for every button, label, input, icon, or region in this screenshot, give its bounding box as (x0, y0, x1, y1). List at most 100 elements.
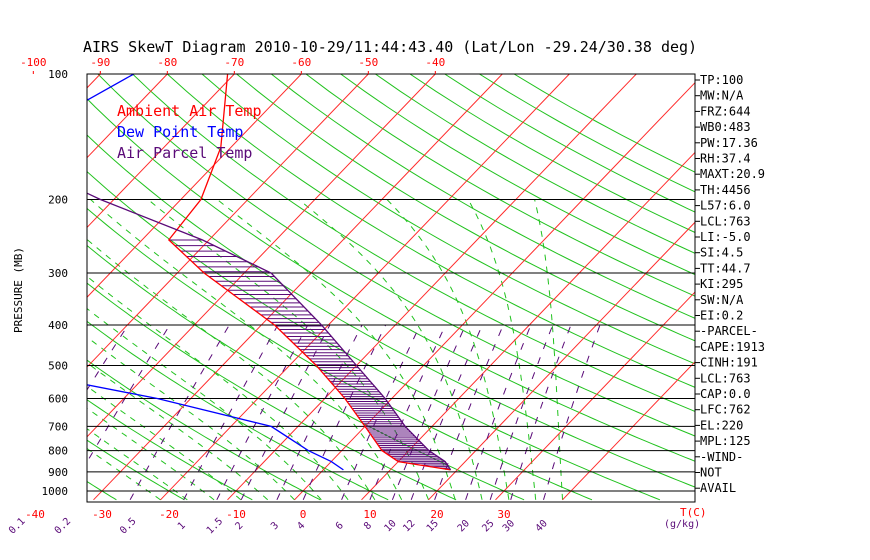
index-entry: RH:37.4 (700, 152, 751, 166)
mixing-ratio-label: 20 (456, 518, 472, 534)
pressure-tick-label: 300 (48, 267, 68, 280)
profile-ambient-air-temp (167, 74, 451, 471)
moist-adiabat (90, 199, 403, 501)
dry-adiabat (305, 74, 695, 297)
chart-title: AIRS SkewT Diagram 2010-10-29/11:44:43.4… (83, 38, 697, 56)
moist-adiabat (87, 336, 295, 501)
plot-frame (86, 73, 696, 503)
dry-adiabat (375, 74, 695, 254)
dry-adiabat (97, 74, 695, 437)
pressure-tick-label: 500 (48, 359, 68, 372)
isotherm (87, 74, 436, 438)
index-entry: LCL:763 (700, 371, 751, 385)
dry-adiabat (87, 244, 525, 501)
mixing-ratio-line (465, 324, 532, 500)
isotherm (160, 74, 570, 501)
moist-adiabat (467, 199, 537, 500)
index-entry: TP:100 (700, 73, 743, 87)
moist-adiabat (87, 385, 242, 501)
dry-adiabat (409, 74, 695, 234)
moist-adiabat (534, 199, 563, 500)
index-entry: -WIND- (700, 450, 743, 464)
legend-entry: Ambient Air Temp (117, 102, 262, 120)
pressure-tick-label: 400 (48, 319, 68, 332)
bottom-temp-tick-label: -30 (92, 508, 112, 521)
mixing-ratio-line (87, 324, 171, 463)
bottom-temp-tick-label: 20 (430, 508, 443, 521)
mixing-ratio-label: 12 (401, 518, 417, 534)
index-entry: NOT (700, 466, 722, 480)
dry-adiabat (166, 74, 695, 388)
bottom-temp-tick-label: 10 (363, 508, 376, 521)
index-entry: CAPE:1913 (700, 340, 765, 354)
index-entry: TH:4456 (700, 183, 751, 197)
mixing-ratio-label: 3 (269, 520, 281, 532)
dry-adiabat (201, 74, 695, 365)
profile-dew-point-temp (87, 74, 344, 471)
mixing-ratio-line (216, 324, 309, 501)
mixing-ratio-label: 6 (334, 520, 346, 532)
index-entry: -PARCEL- (700, 324, 758, 338)
index-entry: SW:N/A (700, 293, 744, 307)
y-axis-label: PRESSURE (MB) (12, 247, 25, 333)
moist-adiabat (216, 199, 456, 500)
pressure-tick-label: 700 (48, 420, 68, 433)
index-entry: MPL:125 (700, 434, 751, 448)
index-entry: MAXT:20.9 (700, 167, 765, 181)
top-temp-tick-label: -50 (358, 56, 378, 69)
mixing-ratio-label: 0.2 (53, 516, 74, 537)
x-axis-unit: T(C) (680, 506, 707, 519)
mixing-ratio-line (129, 324, 230, 501)
isotherm (294, 81, 695, 501)
pressure-tick-label: 800 (48, 445, 68, 458)
overlay-layer: -120-110-100-90-80-70-60-50-40-50-40-30-… (7, 56, 707, 537)
mixing-ratio-label: 25 (480, 518, 496, 534)
isotherm (495, 291, 695, 501)
index-entry: WB0:483 (700, 120, 751, 134)
moist-adiabat (87, 362, 269, 501)
moist-adiabat (87, 275, 349, 501)
mixing-ratio-line (434, 324, 504, 500)
index-entry: LFC:762 (700, 403, 751, 417)
dry-adiabat (87, 134, 695, 488)
mixing-ratio-line (410, 324, 483, 500)
bottom-temp-tick-label: 30 (497, 508, 510, 521)
bottom-temp-tick-label: 0 (300, 508, 307, 521)
bottom-temp-tick-label: -40 (25, 508, 45, 521)
index-entry: KI:295 (700, 277, 743, 291)
index-entry: TT:44.7 (700, 261, 751, 275)
dry-adiabat (340, 74, 695, 276)
mixing-ratio-label: 2 (233, 520, 245, 532)
index-entry: SI:4.5 (700, 246, 743, 260)
dry-adiabat (87, 98, 695, 462)
mixing-ratio-label: 0.5 (118, 516, 139, 537)
mixing-ratio-line (87, 324, 129, 391)
mixing-ratio-line (489, 324, 554, 500)
dry-adiabat (87, 282, 457, 501)
index-entry: MW:N/A (700, 89, 744, 103)
index-entry: PW:17.36 (700, 136, 758, 150)
isotherm (428, 221, 695, 501)
legend-entry: Dew Point Temp (117, 123, 243, 141)
mixing-ratio-label: 4 (295, 520, 307, 532)
dry-adiabat (87, 207, 593, 501)
bottom-temp-tick-label: -20 (159, 508, 179, 521)
mixing-ratio-label: 8 (362, 520, 374, 532)
top-temp-tick-label: -70 (224, 56, 244, 69)
mixing-ratio-line (240, 324, 331, 501)
mixing-ratio-label: 10 (382, 518, 398, 534)
index-entry: CINH:191 (700, 356, 758, 370)
mixing-ratio-label: 1 (176, 520, 188, 532)
plot-area (87, 74, 695, 501)
top-temp-tick-label: -40 (425, 56, 445, 69)
isotherm (87, 74, 369, 368)
top-temp-tick-label: -90 (90, 56, 110, 69)
pressure-tick-label: 900 (48, 466, 68, 479)
mixing-ratio-unit: (g/kg) (664, 519, 700, 530)
index-entry: CAP:0.0 (700, 387, 751, 401)
dry-adiabat (236, 74, 695, 342)
top-temp-tick-label: -60 (291, 56, 311, 69)
top-temp-tick-label: -100 (20, 56, 47, 69)
profile-air-parcel-temp (87, 192, 452, 471)
isotherm (361, 151, 695, 501)
